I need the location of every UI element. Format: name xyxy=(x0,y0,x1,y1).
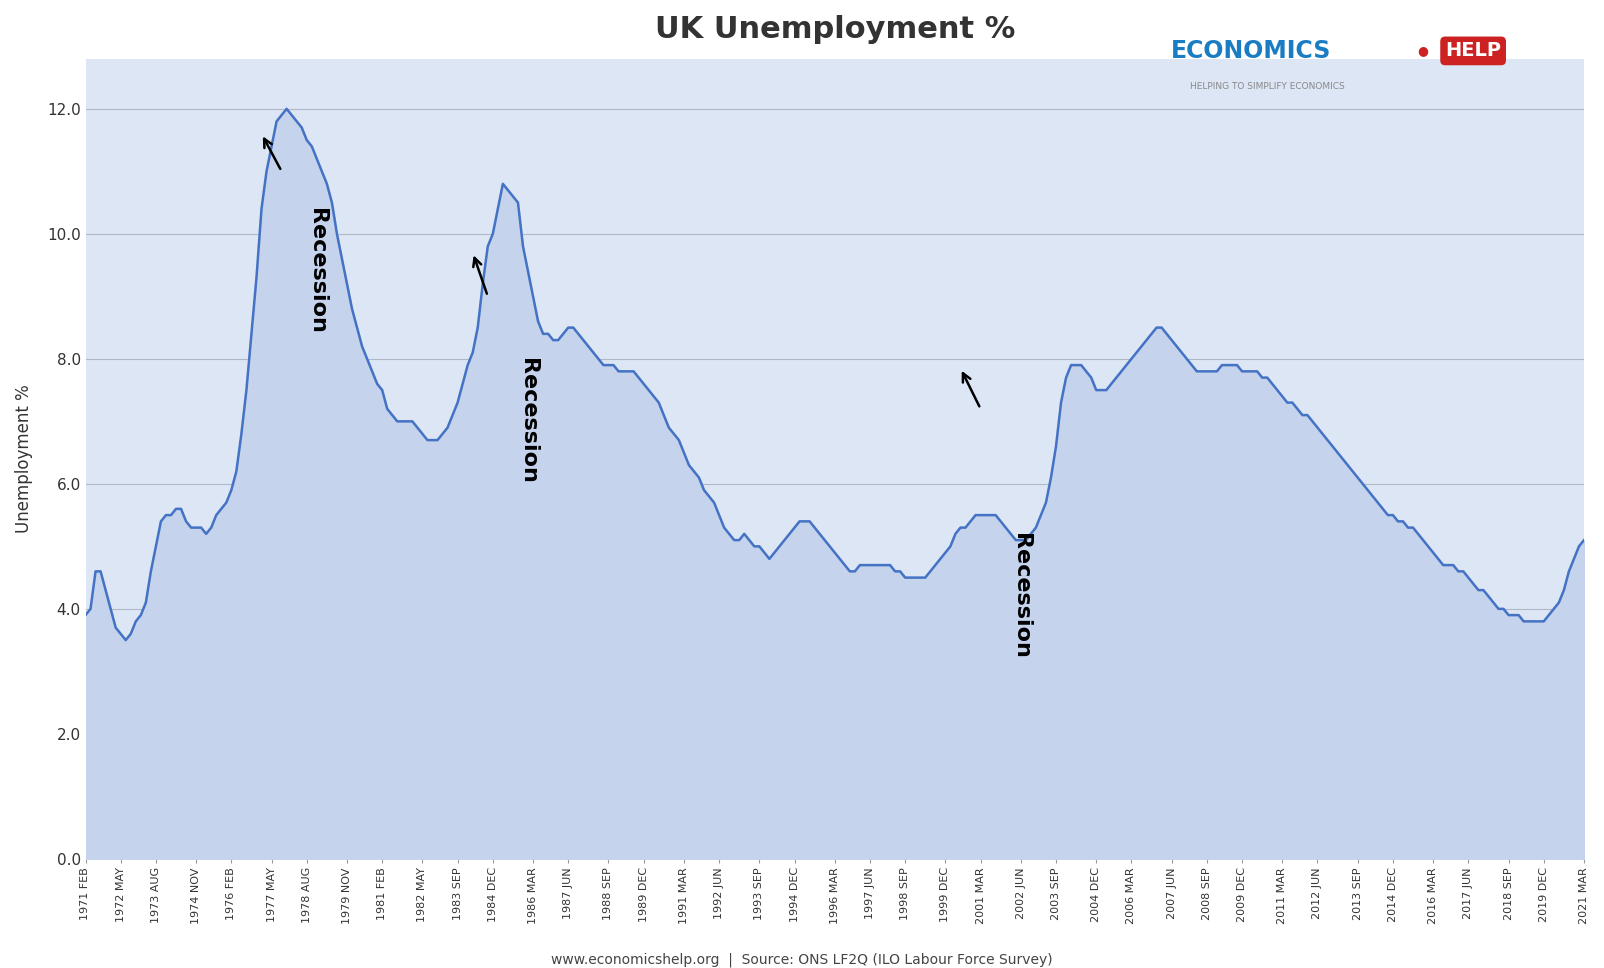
Text: Recession: Recession xyxy=(1011,533,1031,659)
Text: www.economicshelp.org  |  Source: ONS LF2Q (ILO Labour Force Survey): www.economicshelp.org | Source: ONS LF2Q… xyxy=(552,953,1052,967)
Text: ECONOMICS: ECONOMICS xyxy=(1171,39,1331,63)
Text: Recession: Recession xyxy=(306,208,327,334)
Text: ●: ● xyxy=(1418,45,1429,57)
Title: UK Unemployment %: UK Unemployment % xyxy=(654,15,1015,44)
Text: HELPING TO SIMPLIFY ECONOMICS: HELPING TO SIMPLIFY ECONOMICS xyxy=(1190,82,1344,91)
Text: Recession: Recession xyxy=(518,358,537,484)
Text: HELP: HELP xyxy=(1445,42,1501,60)
Y-axis label: Unemployment %: Unemployment % xyxy=(14,384,34,533)
